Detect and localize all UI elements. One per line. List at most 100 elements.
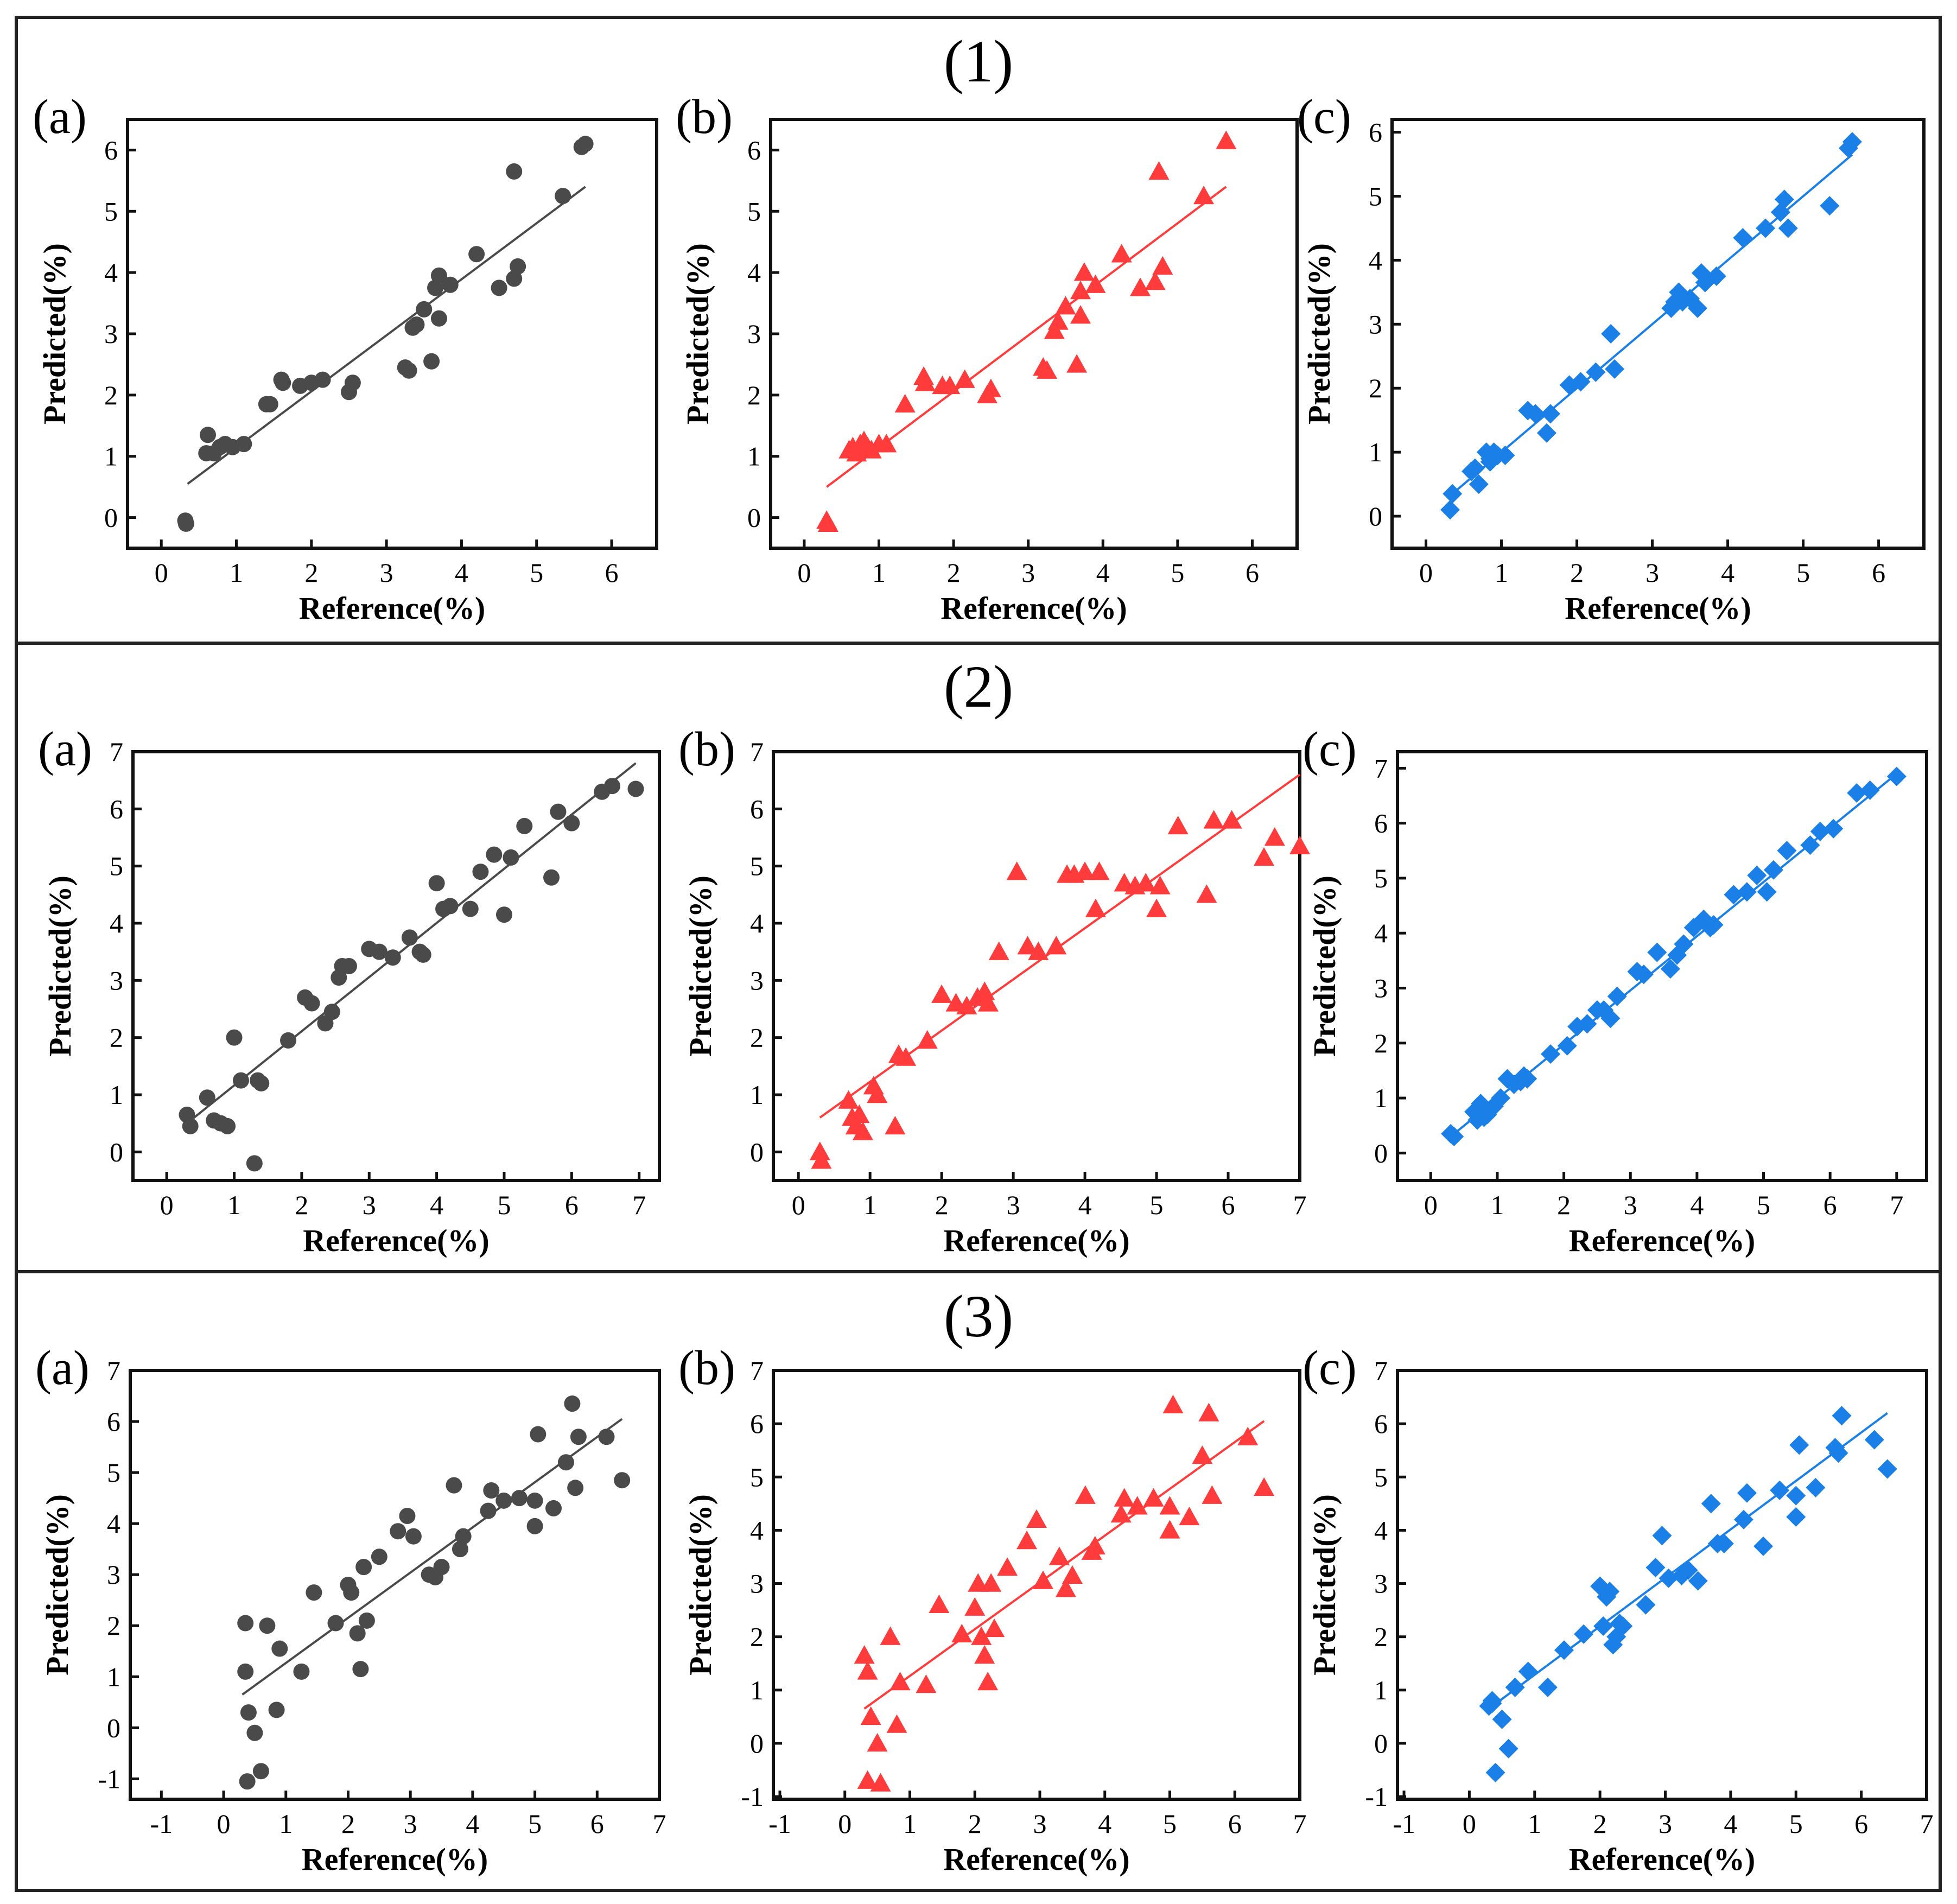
y-tick-label: 0 xyxy=(104,503,118,533)
data-point xyxy=(1674,934,1694,954)
x-tick-label: 3 xyxy=(1659,1808,1672,1839)
data-point xyxy=(997,1557,1018,1576)
y-tick-label: 0 xyxy=(1374,1728,1388,1759)
x-tick-label: 6 xyxy=(1872,557,1885,588)
x-tick-label: 3 xyxy=(1033,1808,1046,1839)
data-point xyxy=(240,1704,257,1721)
data-point xyxy=(483,1482,500,1499)
data-point xyxy=(516,817,533,834)
y-axis-title: Predicted(%) xyxy=(1301,243,1337,424)
data-point xyxy=(415,946,431,963)
data-point xyxy=(916,1674,937,1693)
chart-row2-c: 0 1 2 3 4 5 6 7 0 1 2 3 4 5 6 7 Reference(%) Predicted(%)… xyxy=(1302,722,1928,1258)
data-point xyxy=(1600,1008,1621,1029)
data-point xyxy=(182,1118,199,1134)
y-tick-label: 5 xyxy=(110,851,123,881)
data-point xyxy=(852,1121,873,1140)
data-point xyxy=(1198,1402,1219,1421)
chart-row1-b: 0 1 2 3 4 5 6 0 1 2 3 4 5 6 Reference(%) Predicted(%) (b… xyxy=(676,90,1299,626)
x-tick-label: 2 xyxy=(1570,557,1584,588)
data-point xyxy=(1237,1426,1259,1445)
data-point xyxy=(423,353,440,370)
data-point xyxy=(232,1072,249,1089)
x-axis-title: Reference(%) xyxy=(943,1223,1130,1258)
x-tick-label: 3 xyxy=(1021,557,1035,588)
y-tick-label: -1 xyxy=(741,1781,764,1812)
plot-frame xyxy=(1396,750,1928,1182)
data-point xyxy=(384,949,401,966)
y-tick-label: 6 xyxy=(750,1408,764,1439)
y-tick-label: 3 xyxy=(1369,309,1382,339)
data-point xyxy=(1162,1394,1184,1413)
data-point xyxy=(931,984,952,1003)
data-point xyxy=(1179,1506,1200,1526)
data-point xyxy=(1828,1443,1848,1463)
data-point xyxy=(867,1084,888,1103)
x-tick-label: 4 xyxy=(1721,557,1734,588)
x-tick-label: 4 xyxy=(430,1190,443,1220)
data-point xyxy=(1541,1044,1561,1064)
data-point xyxy=(401,362,417,379)
x-tick-label: 5 xyxy=(1789,1808,1803,1839)
panels-group: 0 1 2 3 4 5 6 0 1 2 3 4 5 6 Reference(%) Predicted(%) (a… xyxy=(33,90,1934,1877)
y-tick-label: 1 xyxy=(750,1080,764,1110)
y-tick-label: 5 xyxy=(1369,181,1382,211)
y-tick-label: 1 xyxy=(104,441,118,472)
x-tick-label: 3 xyxy=(1007,1190,1020,1220)
y-axis-title: Predicted(%) xyxy=(42,875,78,1057)
data-point xyxy=(327,1615,344,1632)
data-point xyxy=(1075,861,1096,880)
data-point xyxy=(462,900,479,917)
data-point xyxy=(427,280,444,296)
y-tick-label: 5 xyxy=(107,1457,120,1488)
x-tick-label: 7 xyxy=(1293,1808,1307,1839)
data-point xyxy=(1678,1560,1698,1581)
data-point xyxy=(1636,1595,1656,1615)
data-point xyxy=(1264,827,1285,846)
y-tick-label: 1 xyxy=(1374,1083,1388,1113)
data-point xyxy=(1607,986,1627,1006)
x-tick-label: 0 xyxy=(217,1808,231,1839)
y-axis-title: Predicted(%) xyxy=(1307,1494,1342,1675)
plot-frame xyxy=(772,750,1301,1182)
data-point xyxy=(1660,959,1680,979)
data-point xyxy=(226,1029,243,1046)
x-tick-label: 1 xyxy=(1490,1190,1504,1220)
y-tick-label: 4 xyxy=(750,908,764,938)
chart-row2-b: 0 1 2 3 4 5 6 7 0 1 2 3 4 5 6 7 Reference(%) Predicted(%)… xyxy=(678,722,1310,1258)
y-axis-title: Predicted(%) xyxy=(1307,875,1342,1057)
fit-line xyxy=(825,186,1227,488)
data-point xyxy=(876,434,897,453)
data-point xyxy=(442,898,459,915)
data-point xyxy=(495,1492,512,1509)
data-point xyxy=(849,1104,870,1124)
x-tick-label: 5 xyxy=(1163,1808,1177,1839)
data-point xyxy=(1111,244,1132,263)
data-point xyxy=(1537,1677,1558,1697)
data-point xyxy=(1070,305,1091,324)
data-point xyxy=(390,1523,406,1540)
x-axis-title: Reference(%) xyxy=(1569,1223,1756,1258)
y-tick-label: 1 xyxy=(1374,1675,1388,1705)
data-point xyxy=(1073,262,1095,281)
data-point xyxy=(1046,936,1067,955)
data-point xyxy=(1737,882,1757,902)
x-tick-label: 6 xyxy=(1823,1190,1837,1220)
data-point xyxy=(1763,860,1783,880)
row-frame-2 xyxy=(15,642,1942,1273)
data-point xyxy=(1159,1520,1180,1539)
data-point xyxy=(1847,783,1867,803)
data-point xyxy=(939,375,961,395)
data-point xyxy=(1469,474,1489,494)
data-point xyxy=(1688,1571,1708,1591)
y-tick-label: 4 xyxy=(1374,1515,1388,1545)
y-tick-label: 3 xyxy=(1374,973,1388,1004)
chart-row3-c: -1 0 1 2 3 4 5 6 7 -1 0 1 2 3 4 5 6 7 Reference(%) Predicte… xyxy=(1302,1341,1934,1877)
data-point xyxy=(271,1640,288,1657)
x-tick-label: 6 xyxy=(605,557,619,588)
x-tick-label: 0 xyxy=(797,557,811,588)
data-point xyxy=(280,1032,297,1049)
x-tick-label: 6 xyxy=(565,1190,579,1220)
x-axis-title: Reference(%) xyxy=(302,1842,488,1877)
